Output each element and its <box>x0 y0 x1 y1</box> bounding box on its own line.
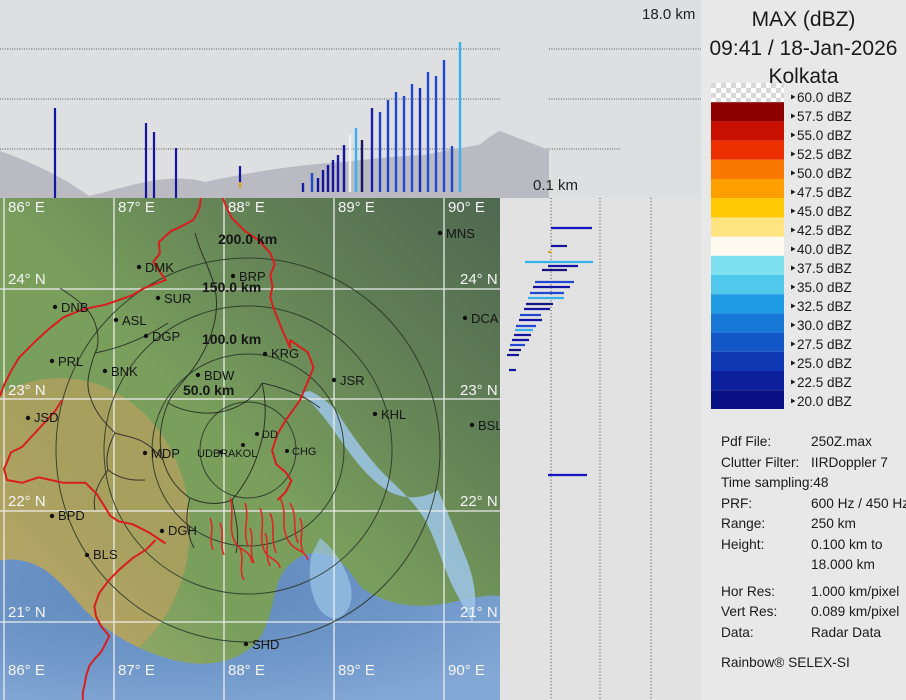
svg-text:50.0 km: 50.0 km <box>183 382 234 398</box>
svg-text:DMK: DMK <box>145 260 174 275</box>
svg-text:BPD: BPD <box>58 508 85 523</box>
svg-text:87° E: 87° E <box>118 662 155 679</box>
svg-text:SUR: SUR <box>164 291 191 306</box>
svg-text:UDBR: UDBR <box>197 448 228 460</box>
svg-text:24° N: 24° N <box>8 271 46 288</box>
svg-text:BDW: BDW <box>204 368 235 383</box>
svg-text:DD: DD <box>262 429 278 441</box>
svg-text:24° N: 24° N <box>460 271 498 288</box>
svg-text:MNS: MNS <box>446 226 475 241</box>
svg-text:87° E: 87° E <box>118 199 155 216</box>
svg-text:21° N: 21° N <box>460 604 498 621</box>
svg-text:CHG: CHG <box>292 446 316 458</box>
svg-text:88° E: 88° E <box>228 662 265 679</box>
svg-text:SHD: SHD <box>252 637 279 652</box>
svg-text:89° E: 89° E <box>338 199 375 216</box>
svg-text:86° E: 86° E <box>8 662 45 679</box>
svg-text:AKOL: AKOL <box>228 448 257 460</box>
svg-text:BNK: BNK <box>111 364 138 379</box>
svg-text:100.0 km: 100.0 km <box>202 331 261 347</box>
svg-text:JSR: JSR <box>340 373 365 388</box>
svg-text:BSL: BSL <box>478 418 500 433</box>
svg-text:22° N: 22° N <box>8 493 46 510</box>
svg-text:88° E: 88° E <box>228 199 265 216</box>
svg-text:DGP: DGP <box>152 329 180 344</box>
svg-text:MDP: MDP <box>151 446 180 461</box>
svg-text:DGH: DGH <box>168 523 197 538</box>
svg-text:DCA: DCA <box>471 311 499 326</box>
svg-text:90° E: 90° E <box>448 199 485 216</box>
svg-text:ASL: ASL <box>122 313 147 328</box>
svg-text:KRG: KRG <box>271 346 299 361</box>
svg-text:23° N: 23° N <box>460 382 498 399</box>
svg-text:KHL: KHL <box>381 407 406 422</box>
svg-text:BRP: BRP <box>239 269 266 284</box>
svg-text:DNB: DNB <box>61 300 88 315</box>
svg-text:JSD: JSD <box>34 410 59 425</box>
svg-text:21° N: 21° N <box>8 604 46 621</box>
svg-text:86° E: 86° E <box>8 199 45 216</box>
svg-text:BLS: BLS <box>93 547 118 562</box>
svg-text:89° E: 89° E <box>338 662 375 679</box>
svg-text:PRL: PRL <box>58 354 83 369</box>
svg-text:200.0 km: 200.0 km <box>218 231 277 247</box>
svg-text:23° N: 23° N <box>8 382 46 399</box>
svg-text:22° N: 22° N <box>460 493 498 510</box>
svg-text:90° E: 90° E <box>448 662 485 679</box>
